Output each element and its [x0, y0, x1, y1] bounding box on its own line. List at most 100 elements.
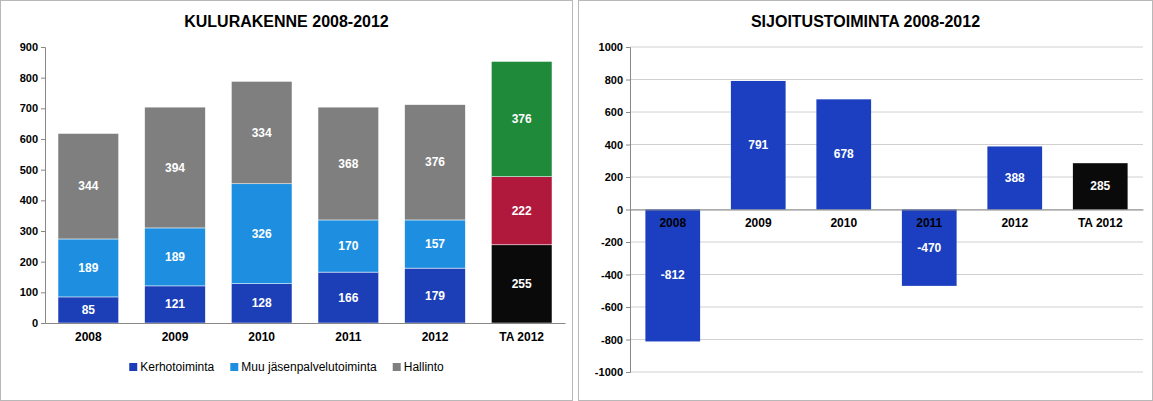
tick: 2011: [335, 323, 361, 344]
tick: 200: [605, 171, 630, 183]
tick-mark: [41, 292, 45, 293]
tick: -800: [601, 334, 630, 346]
tick-label: 2008: [659, 216, 686, 230]
tick: 0: [32, 317, 45, 329]
data-label: 376: [425, 155, 445, 169]
tick: TA 2012: [499, 323, 544, 344]
grid-line: [630, 242, 1143, 243]
bar-segment: [405, 220, 466, 268]
tick-label: -1000: [595, 366, 623, 378]
data-label: 222: [512, 204, 532, 218]
panel: KULURAKENNE 2008-20128512112816617925518…: [1, 1, 573, 401]
marks: [58, 61, 552, 323]
data-label: 157: [425, 237, 445, 251]
tick-mark: [41, 200, 45, 201]
tick: 2011: [916, 210, 942, 231]
tick: -1000: [595, 366, 630, 378]
tick-mark: [626, 340, 630, 341]
tick-mark: [41, 47, 45, 48]
tick: 200: [20, 256, 45, 268]
grid-line: [630, 307, 1143, 308]
tick-label: 2011: [335, 330, 361, 344]
tick-mark: [626, 47, 630, 48]
tick: 600: [605, 106, 630, 118]
tick-label: 400: [605, 139, 623, 151]
data-label: 678: [834, 147, 854, 161]
tick-label: 400: [20, 194, 38, 206]
tick-label: 800: [605, 74, 623, 86]
data-label: 388: [1005, 171, 1025, 185]
tick: 400: [20, 194, 45, 206]
tick-label: 700: [20, 102, 38, 114]
tick-mark: [626, 275, 630, 276]
tick-mark: [626, 307, 630, 308]
data-label: 189: [78, 261, 98, 275]
tick: 500: [20, 164, 45, 176]
bar: [987, 146, 1042, 209]
data-label: 326: [252, 227, 272, 241]
tick-label: 600: [605, 106, 623, 118]
tick-mark: [626, 112, 630, 113]
grid: [630, 47, 1143, 372]
plot: 8512112816617925518918932617015722234439…: [20, 41, 566, 344]
data-label: -470: [917, 241, 941, 255]
legend-swatch: [129, 363, 137, 371]
tick-mark: [626, 145, 630, 146]
tick: 2010: [830, 210, 857, 231]
legend-label: Hallinto: [404, 360, 444, 374]
axis-line: [626, 48, 631, 373]
data-label: 376: [512, 112, 532, 126]
tick-label: 200: [605, 171, 623, 183]
bar-segment: [318, 272, 379, 323]
legend-label: Muu jäsenpalvelutoiminta: [241, 360, 377, 374]
tick: 700: [20, 102, 45, 114]
grid-line: [630, 112, 1143, 113]
data-label: 791: [748, 138, 768, 152]
tick-label: 2008: [75, 330, 102, 344]
plot: -812791678-470388285-1000-800-600-400-20…: [595, 41, 1144, 378]
tick-mark: [41, 262, 45, 263]
grid-line: [630, 209, 1143, 210]
tick-mark: [41, 78, 45, 79]
bar-segment: [145, 286, 206, 323]
bar-segment: [491, 177, 552, 245]
tick-mark: [626, 242, 630, 243]
tick: -200: [601, 236, 630, 248]
data-label: 189: [165, 250, 185, 264]
data-label: 344: [78, 179, 98, 193]
legend-label: Kerhotoiminta: [140, 360, 214, 374]
data-label: 170: [338, 239, 358, 253]
tick-label: 800: [20, 72, 38, 84]
bar: [645, 210, 700, 342]
data-label: 85: [82, 303, 96, 317]
tick-label: 0: [32, 317, 38, 329]
bar-segment: [145, 228, 206, 286]
bar-segment: [405, 268, 466, 323]
data-label: 128: [252, 296, 272, 310]
bar-segment: [231, 81, 292, 183]
tick-label: -800: [601, 334, 623, 346]
legend: Kerhotoiminta Muu jäsenpalvelutoiminta Hal…: [129, 360, 444, 374]
axis-line: [46, 323, 566, 324]
tick: 2009: [745, 210, 772, 231]
tick-mark: [41, 170, 45, 171]
legend-item: Kerhotoiminta: [129, 360, 214, 374]
grid-line: [630, 144, 1143, 145]
tick: 2012: [1001, 210, 1028, 231]
bar: [902, 210, 957, 286]
x-axis: 20082009201020112012TA 2012: [46, 323, 566, 344]
tick-label: 600: [20, 133, 38, 145]
bar-segment: [491, 245, 552, 323]
data-label: 334: [252, 126, 272, 140]
tick: 1000: [599, 41, 630, 53]
data-label: -812: [661, 268, 685, 282]
bar-segment: [231, 284, 292, 323]
data-label: 121: [165, 297, 185, 311]
grid-line: [630, 79, 1143, 80]
legend-item: Muu jäsenpalvelutoiminta: [230, 360, 377, 374]
tick: 2012: [422, 323, 449, 344]
tick-label: TA 2012: [1078, 216, 1123, 230]
tick: 800: [605, 74, 630, 86]
tick: TA 2012: [1078, 210, 1123, 231]
tick: 2009: [162, 323, 189, 344]
